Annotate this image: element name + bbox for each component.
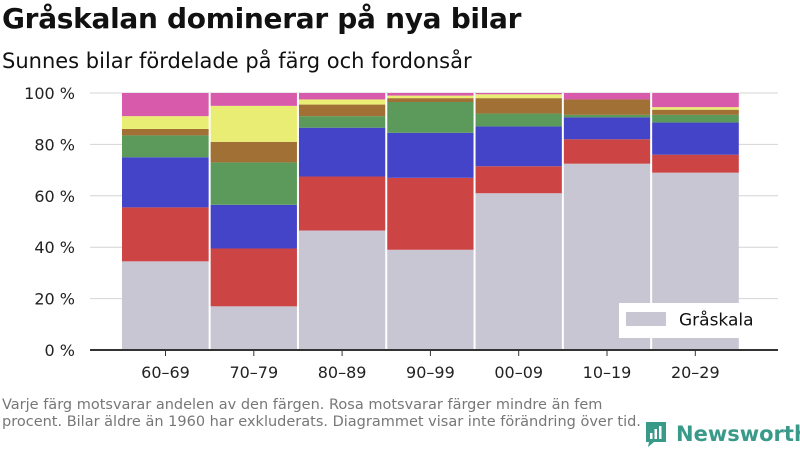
x-tick-label: 00–09 [494, 363, 543, 382]
bar-segment [475, 98, 563, 114]
bar-segment [563, 114, 651, 118]
legend-label: Gråskala [679, 310, 754, 331]
x-tick-label: 10–19 [583, 363, 632, 382]
bar-segment [210, 306, 298, 350]
bar-segment [210, 93, 298, 106]
bar-segment [563, 99, 651, 115]
bar-segment [210, 248, 298, 307]
bar-segment [122, 116, 209, 129]
bar-segment [298, 93, 386, 100]
bar-segment [386, 177, 474, 250]
bar-segment [563, 117, 651, 140]
bar-segment [386, 249, 474, 350]
chart-title: Gråskalan dominerar på nya bilar [2, 2, 522, 35]
bar-segment [298, 116, 386, 128]
legend[interactable]: Gråskala [619, 303, 774, 338]
x-tick-label: 70–79 [229, 363, 278, 382]
bar-segment [122, 261, 209, 350]
bar-segment [475, 166, 563, 194]
bar-segment [475, 93, 563, 95]
bar-segment [475, 126, 563, 167]
x-tick-label: 60–69 [141, 363, 190, 382]
y-tick-label: 40 % [34, 238, 75, 257]
bar-segment [651, 114, 739, 123]
bar-segment [386, 93, 474, 96]
y-tick-label: 60 % [34, 187, 75, 206]
bar-segment [298, 104, 386, 117]
legend-swatch [626, 312, 666, 326]
bar-segment [210, 204, 298, 249]
y-axis-ticks: 0 % 20 % 40 % 60 % 80 % 100 % [24, 84, 75, 360]
y-tick-label: 80 % [34, 135, 75, 154]
brand-name: Newsworthy [676, 422, 800, 446]
bar-segment [386, 98, 474, 102]
x-tick-label: 20–29 [671, 363, 720, 382]
bar-segment [475, 113, 563, 127]
bar-segment [298, 99, 386, 105]
bar-segment [298, 230, 386, 350]
bar-segment [651, 107, 739, 110]
bar-segment [122, 157, 209, 208]
bar-segment [122, 207, 209, 262]
x-tick-label: 90–99 [406, 363, 455, 382]
bar-segment [210, 141, 298, 163]
newsworthy-icon [646, 422, 666, 447]
bar-segment [563, 139, 651, 164]
y-tick-label: 100 % [24, 84, 75, 103]
bar-segment [386, 132, 474, 178]
bar-segment [122, 135, 209, 158]
bar-segment [651, 93, 739, 108]
bar-segment [210, 162, 298, 205]
x-tick-label: 80–89 [318, 363, 367, 382]
bar-segment [210, 105, 298, 142]
chart-subtitle: Sunnes bilar fördelade på färg och fordo… [2, 49, 472, 73]
bar-segment [475, 94, 563, 99]
bar-segment [651, 154, 739, 173]
bar-segment [386, 101, 474, 133]
bar-segment [298, 127, 386, 177]
brand-logo: Newsworthy [644, 420, 800, 448]
bar-segment [386, 95, 474, 99]
bar-segment [563, 93, 651, 100]
bar-segment [298, 176, 386, 231]
bar-segment [651, 109, 739, 115]
bar-segment [122, 93, 209, 117]
footnote: Varje färg motsvarar andelen av den färg… [2, 397, 641, 430]
y-tick-label: 0 % [45, 341, 75, 360]
x-axis-ticks: 60–69 70–79 80–89 90–99 00–09 10–19 20–29 [141, 350, 720, 382]
bar-segment [475, 193, 563, 350]
bar-segment [651, 122, 739, 155]
stacked-bar-chart: 0 % 20 % 40 % 60 % 80 % 100 % 60–69 70–79 80–89… [24, 84, 778, 382]
bar-segment [122, 128, 209, 136]
y-tick-label: 20 % [34, 290, 75, 309]
bars [122, 93, 739, 350]
